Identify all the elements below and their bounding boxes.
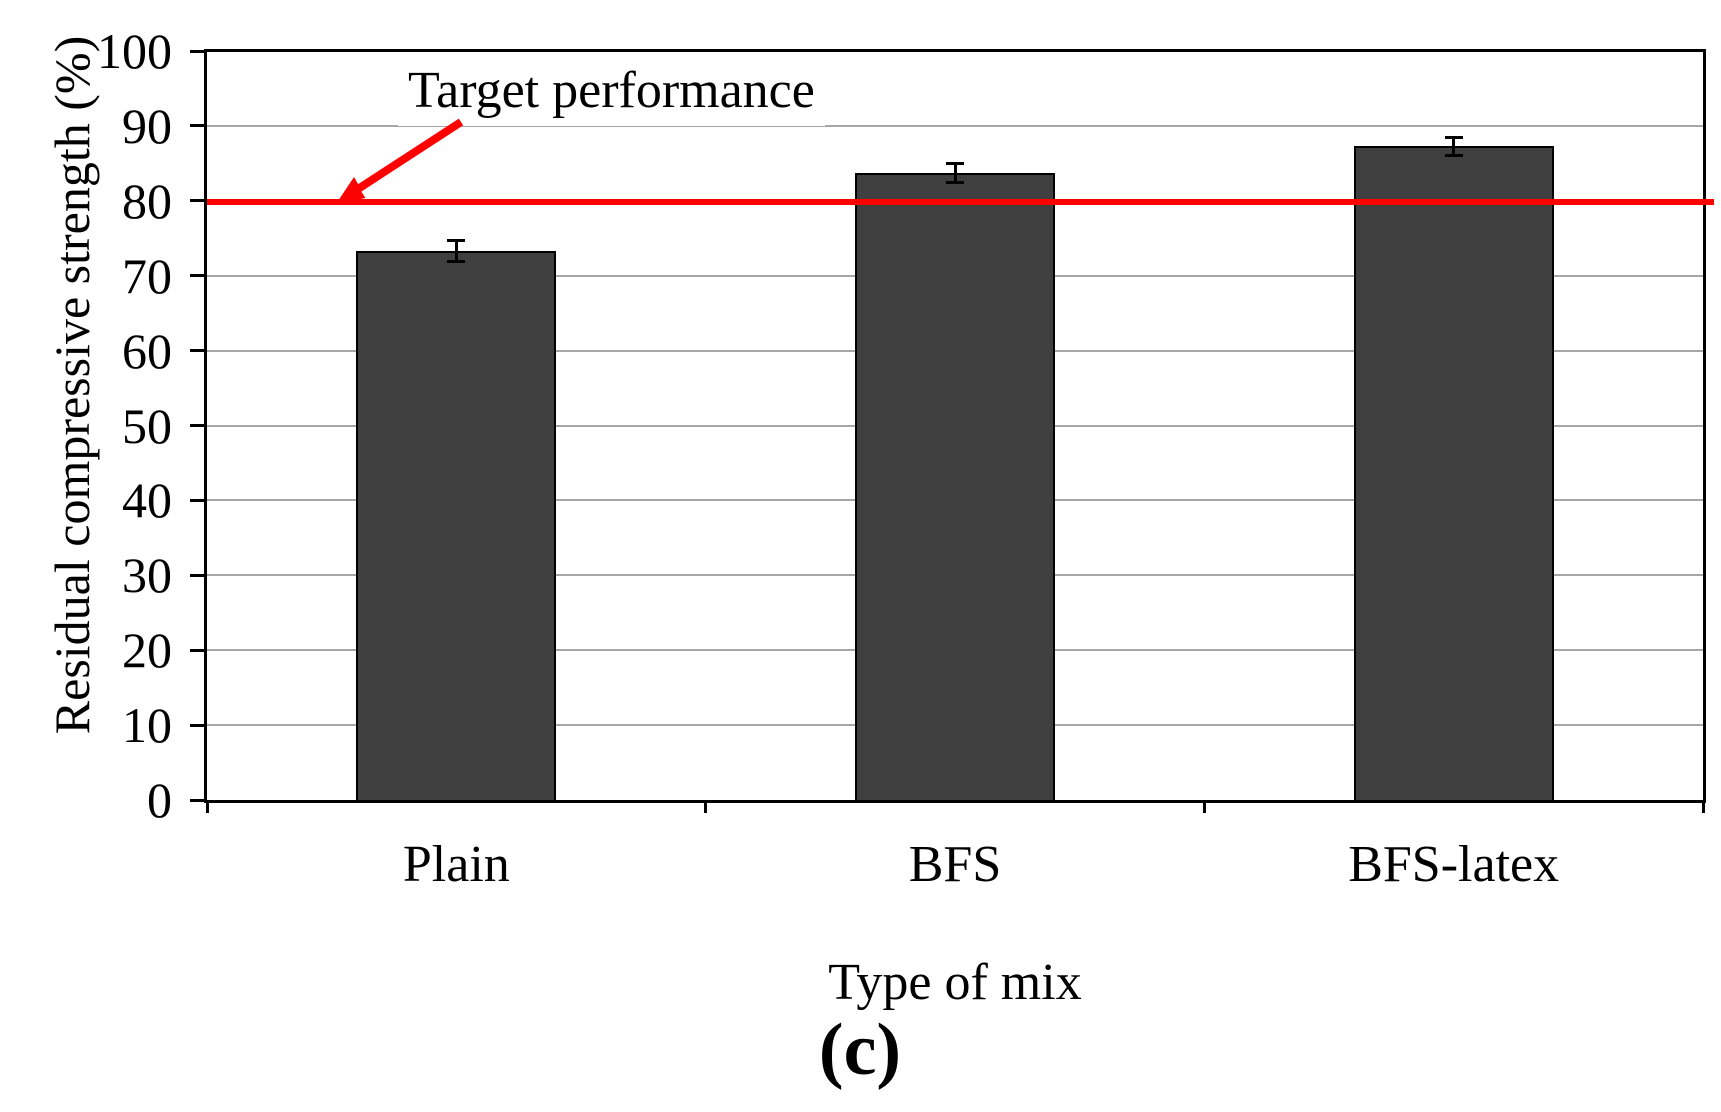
y-tick-label: 20 <box>122 622 172 679</box>
y-tick-mark <box>190 349 207 353</box>
bar <box>855 173 1055 800</box>
error-bar-stem <box>454 240 458 262</box>
y-tick-mark <box>190 124 207 128</box>
x-tick-label: BFS <box>908 836 1002 893</box>
y-tick-label: 90 <box>122 97 172 154</box>
y-tick-mark <box>190 798 207 802</box>
y-tick-label: 50 <box>122 397 172 454</box>
y-tick-label: 100 <box>97 23 172 79</box>
error-bar-cap-bottom <box>1444 153 1463 157</box>
y-tick-mark <box>190 723 207 727</box>
x-tick-label: BFS-latex <box>1348 836 1560 893</box>
y-tick-mark <box>190 424 207 427</box>
error-bar-stem <box>953 163 957 183</box>
target-performance-label: Target performance <box>398 56 825 126</box>
y-tick-mark <box>190 648 207 652</box>
error-bar-cap-top <box>1444 135 1463 139</box>
y-tick-label: 60 <box>122 322 172 379</box>
x-tick-mark <box>1701 800 1705 813</box>
y-tick-mark <box>190 498 207 502</box>
figure-caption: (c) <box>818 1009 902 1091</box>
x-tick-mark <box>1202 800 1206 813</box>
x-tick-mark <box>205 800 209 813</box>
x-tick-mark <box>704 800 708 813</box>
error-bar-cap-bottom <box>946 181 964 185</box>
y-tick-label: 10 <box>122 697 172 754</box>
y-tick-label: 0 <box>147 772 172 828</box>
y-tick-mark <box>190 49 207 53</box>
error-bar-stem <box>1452 137 1456 156</box>
x-axis-title: Type of mix <box>828 954 1082 1011</box>
bar <box>356 250 557 800</box>
y-tick-label: 80 <box>122 172 172 229</box>
y-tick-mark <box>190 274 207 278</box>
error-bar-cap-top <box>946 161 964 165</box>
y-gridline <box>207 124 1703 127</box>
target-line <box>207 199 1714 205</box>
y-tick-label: 70 <box>122 247 172 304</box>
y-tick-label: 30 <box>122 547 172 604</box>
y-tick-mark <box>190 573 207 577</box>
y-tick-mark <box>190 199 207 203</box>
plot-border <box>204 49 1706 803</box>
error-bar-cap-top <box>447 238 466 242</box>
x-tick-label: Plain <box>402 836 510 893</box>
y-tick-label: 40 <box>122 472 172 529</box>
error-bar-cap-bottom <box>447 259 466 263</box>
